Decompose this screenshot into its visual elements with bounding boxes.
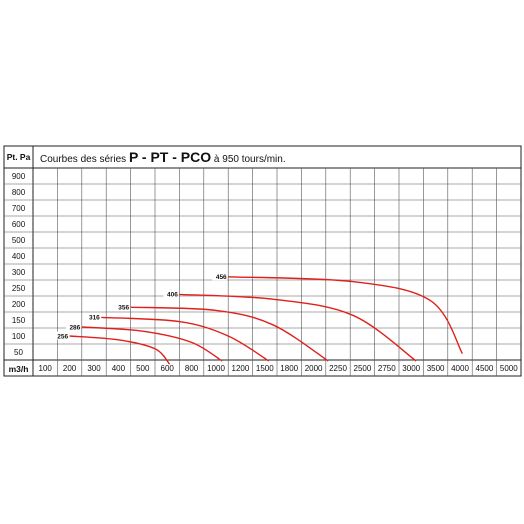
curve-316 [101, 316, 270, 362]
curve-label-backdrop [65, 322, 81, 331]
y-tick-label: 600 [12, 220, 26, 229]
chart-title-suffix: à 950 tours/min. [211, 154, 285, 165]
y-tick-label: 500 [12, 236, 26, 245]
curve-356 [130, 306, 329, 362]
x-tick-label: 4000 [451, 364, 469, 373]
curve-label-backdrop [85, 312, 101, 321]
x-tick-label: 400 [112, 364, 126, 373]
curve-label-backdrop [114, 302, 130, 311]
curve-label-356: 356 [118, 305, 129, 312]
curve-label-backdrop [53, 331, 69, 340]
x-tick-label: 1200 [232, 364, 250, 373]
y-tick-label: 200 [12, 300, 26, 309]
x-tick-label: 500 [136, 364, 150, 373]
x-tick-label: 4500 [476, 364, 494, 373]
x-tick-label: 200 [63, 364, 77, 373]
x-tick-label: 2000 [305, 364, 323, 373]
curves [69, 276, 464, 365]
x-tick-label: 2750 [378, 364, 396, 373]
y-tick-labels: 900 800 700 600 500 400 300 250 200 150 100 50 [12, 172, 26, 357]
x-tick-label: 3000 [402, 364, 420, 373]
x-tick-label: 1000 [207, 364, 225, 373]
chart-title-series: P - PT - PCO [129, 149, 211, 165]
y-axis-title: Pt. Pa [7, 152, 31, 162]
x-tick-label: 800 [185, 364, 199, 373]
x-tick-label: 300 [87, 364, 101, 373]
curve-label-backdrop [163, 289, 179, 298]
y-tick-label: 150 [12, 316, 26, 325]
curve-406 [179, 293, 417, 362]
y-tick-label: 400 [12, 252, 26, 261]
x-tick-label: 1500 [256, 364, 274, 373]
y-tick-label: 700 [12, 204, 26, 213]
curve-label-backdrop [212, 272, 228, 281]
curve-label-406: 406 [167, 292, 178, 299]
x-tick-label: 600 [161, 364, 175, 373]
curve-label-256: 256 [57, 333, 68, 340]
curve-label-456: 456 [216, 274, 227, 281]
chart-title-prefix: Courbes des séries [40, 154, 129, 165]
x-axis-title: m3/h [9, 364, 29, 374]
chart-frame [3, 145, 522, 377]
x-tick-label: 100 [39, 364, 53, 373]
x-tick-label: 3500 [427, 364, 445, 373]
y-tick-label: 50 [14, 348, 23, 357]
x-tick-labels: 100 200 300 400 500 600 800 1000 1200 1500 1800 200… [39, 364, 519, 373]
chart-title: Courbes des séries P - PT - PCO à 950 to… [40, 149, 286, 165]
curve-286 [81, 326, 223, 362]
x-tick-label: 2500 [354, 364, 372, 373]
x-tick-label: 1800 [280, 364, 298, 373]
x-tick-label: 2250 [329, 364, 347, 373]
curve-256 [69, 335, 171, 365]
y-tick-label: 300 [12, 268, 26, 277]
curve-456 [228, 276, 464, 354]
x-tick-label: 5000 [500, 364, 518, 373]
y-tick-label: 900 [12, 172, 26, 181]
y-tick-label: 800 [12, 188, 26, 197]
curve-label-286: 286 [69, 324, 80, 331]
y-tick-label: 100 [12, 332, 26, 341]
y-tick-label: 250 [12, 284, 26, 293]
curve-label-316: 316 [89, 315, 100, 322]
